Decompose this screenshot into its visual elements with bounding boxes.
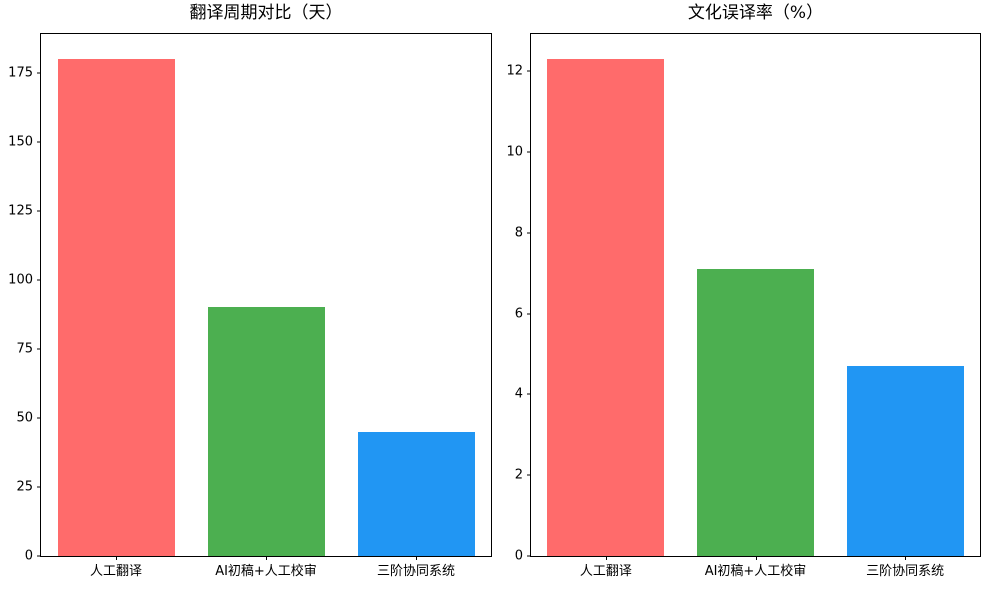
y-tick-label: 125 [8, 203, 33, 219]
x-tick-mark [905, 556, 907, 560]
bar-slot [341, 34, 491, 556]
y-tick-mark [527, 232, 531, 234]
y-tick-label: 8 [514, 225, 523, 241]
x-tick-label: AI初稿+人工校审 [704, 564, 807, 579]
subplot-translation-cycle: 翻译周期对比（天） 0 25 50 75 100 125 150 175 人工翻译 AI初稿+人… [8, 4, 492, 579]
y-tick-label: 4 [514, 386, 523, 402]
bar-slot [681, 34, 831, 556]
x-tick-mark [416, 556, 417, 560]
y-tick-mark [527, 393, 531, 395]
y-tick-mark [527, 70, 531, 72]
y-tick-mark [37, 417, 41, 419]
chart-title-translation-cycle: 翻译周期对比（天） [189, 3, 343, 24]
bar-slot [830, 34, 980, 556]
bar-三阶协同系统 [846, 366, 964, 556]
y-tick-label: 75 [16, 341, 33, 357]
bar-slot [531, 34, 681, 556]
y-tick-mark [37, 486, 41, 488]
x-tick-label: 人工翻译 [579, 564, 632, 579]
y-tick-label: 175 [8, 65, 33, 81]
x-axis-ticks: 人工翻译 AI初稿+人工校审 三阶协同系统 [41, 556, 491, 586]
bar-AI初稿+人工校审 [697, 269, 814, 556]
x-tick-label: 三阶协同系统 [376, 564, 456, 579]
x-tick-label: 人工翻译 [89, 564, 142, 579]
y-tick-mark [527, 151, 531, 153]
y-tick-label: 50 [16, 410, 33, 426]
y-tick-mark [37, 141, 41, 143]
bar-slot [191, 34, 341, 556]
x-tick-mark [115, 556, 117, 560]
plot-area: 0 25 50 75 100 125 150 175 人工翻译 AI初稿+人工校审 三阶协同系统 [8, 33, 492, 579]
subplot-mistranslation-rate: 文化误译率（%） 0 2 4 6 8 10 12 人工翻译 AI初稿+人工校审 三阶协同系统 [506, 4, 981, 579]
y-tick-label: 25 [16, 479, 33, 495]
chart-title-mistranslation-rate: 文化误译率（%） [687, 3, 824, 24]
bar-人工翻译 [547, 59, 665, 556]
y-tick-label: 10 [506, 144, 523, 160]
y-tick-label: 0 [24, 548, 33, 564]
y-tick-mark [527, 313, 531, 315]
y-tick-label: 2 [514, 467, 523, 483]
x-tick-mark [755, 556, 757, 560]
y-axis-ticks: 0 25 50 75 100 125 150 175 [8, 34, 491, 563]
y-tick-mark [37, 348, 41, 350]
bars-container [531, 34, 980, 556]
bar-人工翻译 [57, 58, 175, 556]
bar-AI初稿+人工校审 [207, 307, 325, 556]
bars-container [41, 34, 491, 556]
y-tick-mark [37, 210, 41, 212]
plot-area: 0 2 4 6 8 10 12 人工翻译 AI初稿+人工校审 三阶协同系统 [506, 33, 981, 579]
y-tick-label: 100 [8, 272, 33, 288]
bar-slot [41, 34, 191, 556]
x-tick-label: 三阶协同系统 [866, 564, 945, 579]
y-tick-mark [37, 279, 41, 281]
y-tick-label: 12 [506, 63, 523, 79]
y-axis-ticks: 0 2 4 6 8 10 12 [506, 34, 980, 563]
y-tick-mark [37, 72, 41, 74]
x-tick-mark [266, 556, 267, 560]
y-tick-label: 150 [8, 134, 33, 150]
bar-三阶协同系统 [357, 431, 475, 556]
x-tick-mark [605, 556, 607, 560]
y-tick-label: 0 [514, 548, 523, 564]
x-tick-label: AI初稿+人工校审 [215, 564, 317, 579]
y-tick-mark [527, 474, 531, 476]
x-axis-ticks: 人工翻译 AI初稿+人工校审 三阶协同系统 [531, 556, 980, 586]
y-tick-label: 6 [514, 306, 523, 322]
y-tick-mark [37, 555, 41, 557]
y-tick-mark [527, 555, 531, 557]
